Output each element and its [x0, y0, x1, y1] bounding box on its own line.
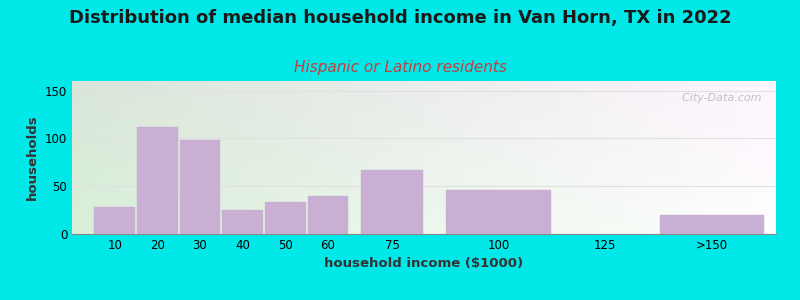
- Bar: [265, 202, 306, 234]
- Bar: [361, 170, 423, 234]
- X-axis label: household income ($1000): household income ($1000): [325, 257, 523, 270]
- Bar: [137, 127, 178, 234]
- Bar: [308, 196, 348, 234]
- Bar: [94, 207, 135, 234]
- Bar: [660, 215, 764, 234]
- Bar: [180, 140, 220, 234]
- Bar: [222, 210, 263, 234]
- Text: Distribution of median household income in Van Horn, TX in 2022: Distribution of median household income …: [69, 9, 731, 27]
- Y-axis label: households: households: [26, 115, 39, 200]
- Bar: [446, 190, 551, 234]
- Text: City-Data.com: City-Data.com: [675, 93, 762, 103]
- Text: Hispanic or Latino residents: Hispanic or Latino residents: [294, 60, 506, 75]
